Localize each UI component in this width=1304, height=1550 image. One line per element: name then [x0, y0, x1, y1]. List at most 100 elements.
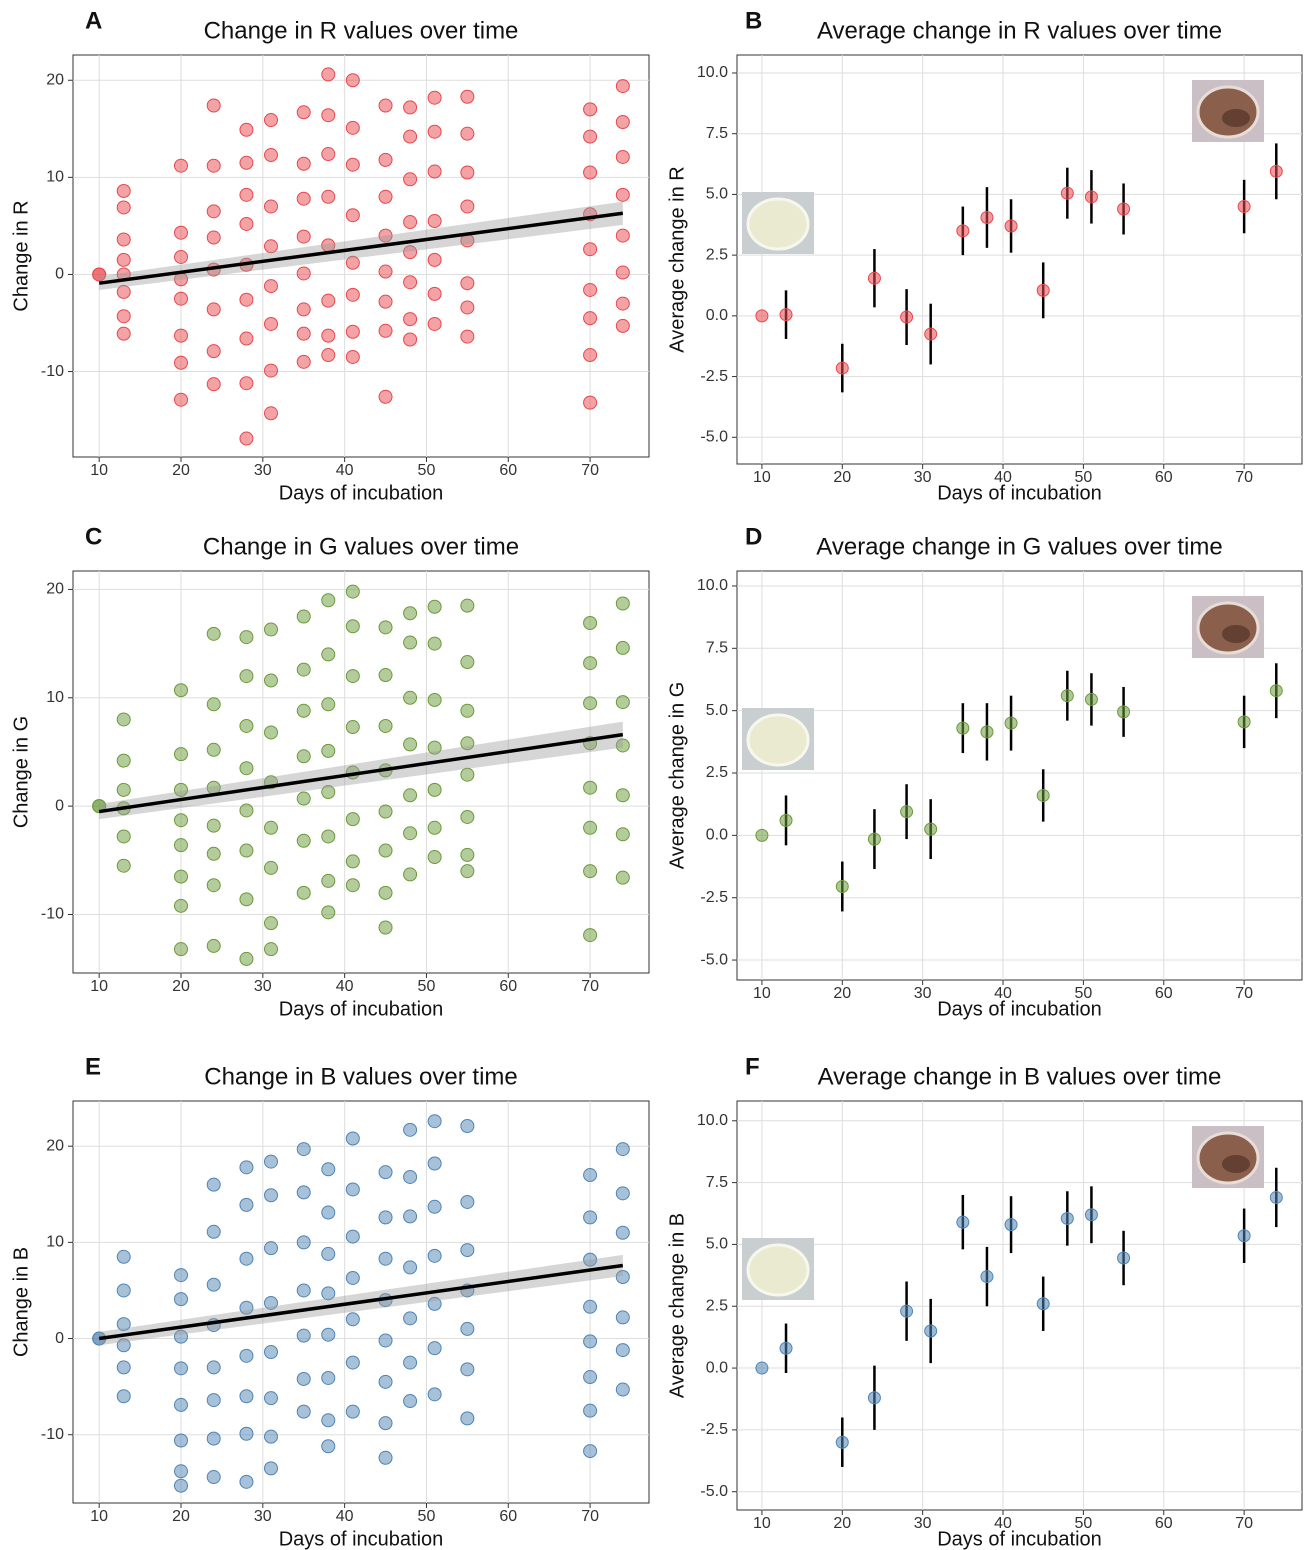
point [404, 827, 417, 840]
point [428, 783, 441, 796]
point [461, 1363, 474, 1376]
point [379, 1252, 392, 1265]
point [616, 266, 629, 279]
point [207, 1432, 220, 1445]
point [265, 1462, 278, 1475]
point [265, 821, 278, 834]
point [584, 1169, 597, 1182]
point [404, 216, 417, 229]
point [240, 1475, 253, 1488]
panel-letter: A [85, 7, 102, 34]
point [175, 159, 188, 172]
point [265, 1430, 278, 1443]
y-tick-label: 20 [46, 581, 64, 598]
point [584, 1300, 597, 1313]
figure: AChange in R values over time10203040506… [0, 0, 1304, 1550]
point [404, 276, 417, 289]
point [117, 1390, 130, 1403]
point [297, 886, 310, 899]
point [616, 1383, 629, 1396]
point [404, 1261, 417, 1274]
y-tick-label: -2.5 [700, 889, 728, 906]
point [346, 1183, 359, 1196]
point [404, 636, 417, 649]
point [265, 1346, 278, 1359]
point [428, 637, 441, 650]
point [175, 870, 188, 883]
point [346, 1230, 359, 1243]
point [461, 1322, 474, 1335]
point [379, 190, 392, 203]
point [297, 1405, 310, 1418]
point [297, 157, 310, 170]
x-tick-label: 20 [833, 985, 851, 1002]
point [584, 130, 597, 143]
point [584, 821, 597, 834]
point [240, 804, 253, 817]
shell-mark [1222, 1155, 1250, 1173]
x-axis-label: Days of incubation [937, 998, 1102, 1020]
point [346, 855, 359, 868]
point [322, 594, 335, 607]
x-axis-label: Days of incubation [937, 482, 1102, 504]
point [265, 861, 278, 874]
point [297, 792, 310, 805]
point [265, 114, 278, 127]
y-tick-label: 7.5 [706, 125, 728, 142]
point [925, 1325, 937, 1337]
point [207, 1225, 220, 1238]
y-axis-label: Change in B [10, 1247, 32, 1357]
y-tick-label: 5.0 [706, 186, 728, 203]
point [780, 814, 792, 826]
point [957, 225, 969, 237]
point [175, 250, 188, 263]
point [379, 153, 392, 166]
shell-photo [748, 715, 808, 765]
point [780, 1342, 792, 1354]
point [240, 952, 253, 965]
point [584, 1335, 597, 1348]
point [404, 101, 417, 114]
point [207, 99, 220, 112]
point [265, 674, 278, 687]
point [322, 148, 335, 161]
point [322, 874, 335, 887]
point [461, 1195, 474, 1208]
point [297, 1372, 310, 1385]
point [175, 1398, 188, 1411]
point [379, 295, 392, 308]
point [346, 350, 359, 363]
point [461, 1412, 474, 1425]
x-tick-label: 10 [753, 469, 771, 486]
point [461, 301, 474, 314]
panel-letter: B [745, 7, 762, 34]
chart-title: Change in R values over time [204, 17, 519, 44]
y-tick-label: 0 [55, 1330, 64, 1347]
point [297, 303, 310, 316]
point [379, 921, 392, 934]
point [346, 1132, 359, 1145]
shell-mark [1222, 109, 1250, 127]
x-axis-label: Days of incubation [279, 482, 444, 504]
point [404, 789, 417, 802]
point [117, 1284, 130, 1297]
panel-letter: C [85, 523, 102, 550]
point [584, 396, 597, 409]
point [265, 943, 278, 956]
y-axis-label: Average change in G [666, 682, 688, 870]
point [240, 762, 253, 775]
point [584, 697, 597, 710]
point [117, 253, 130, 266]
point [240, 1390, 253, 1403]
x-tick-label: 70 [1235, 469, 1253, 486]
point [404, 333, 417, 346]
point [461, 1120, 474, 1133]
y-tick-label: -2.5 [700, 1421, 728, 1438]
point [322, 109, 335, 122]
x-tick-label: 40 [336, 462, 354, 479]
point [207, 159, 220, 172]
point [346, 813, 359, 826]
x-tick-label: 10 [90, 978, 108, 995]
point [584, 1445, 597, 1458]
point [901, 311, 913, 323]
